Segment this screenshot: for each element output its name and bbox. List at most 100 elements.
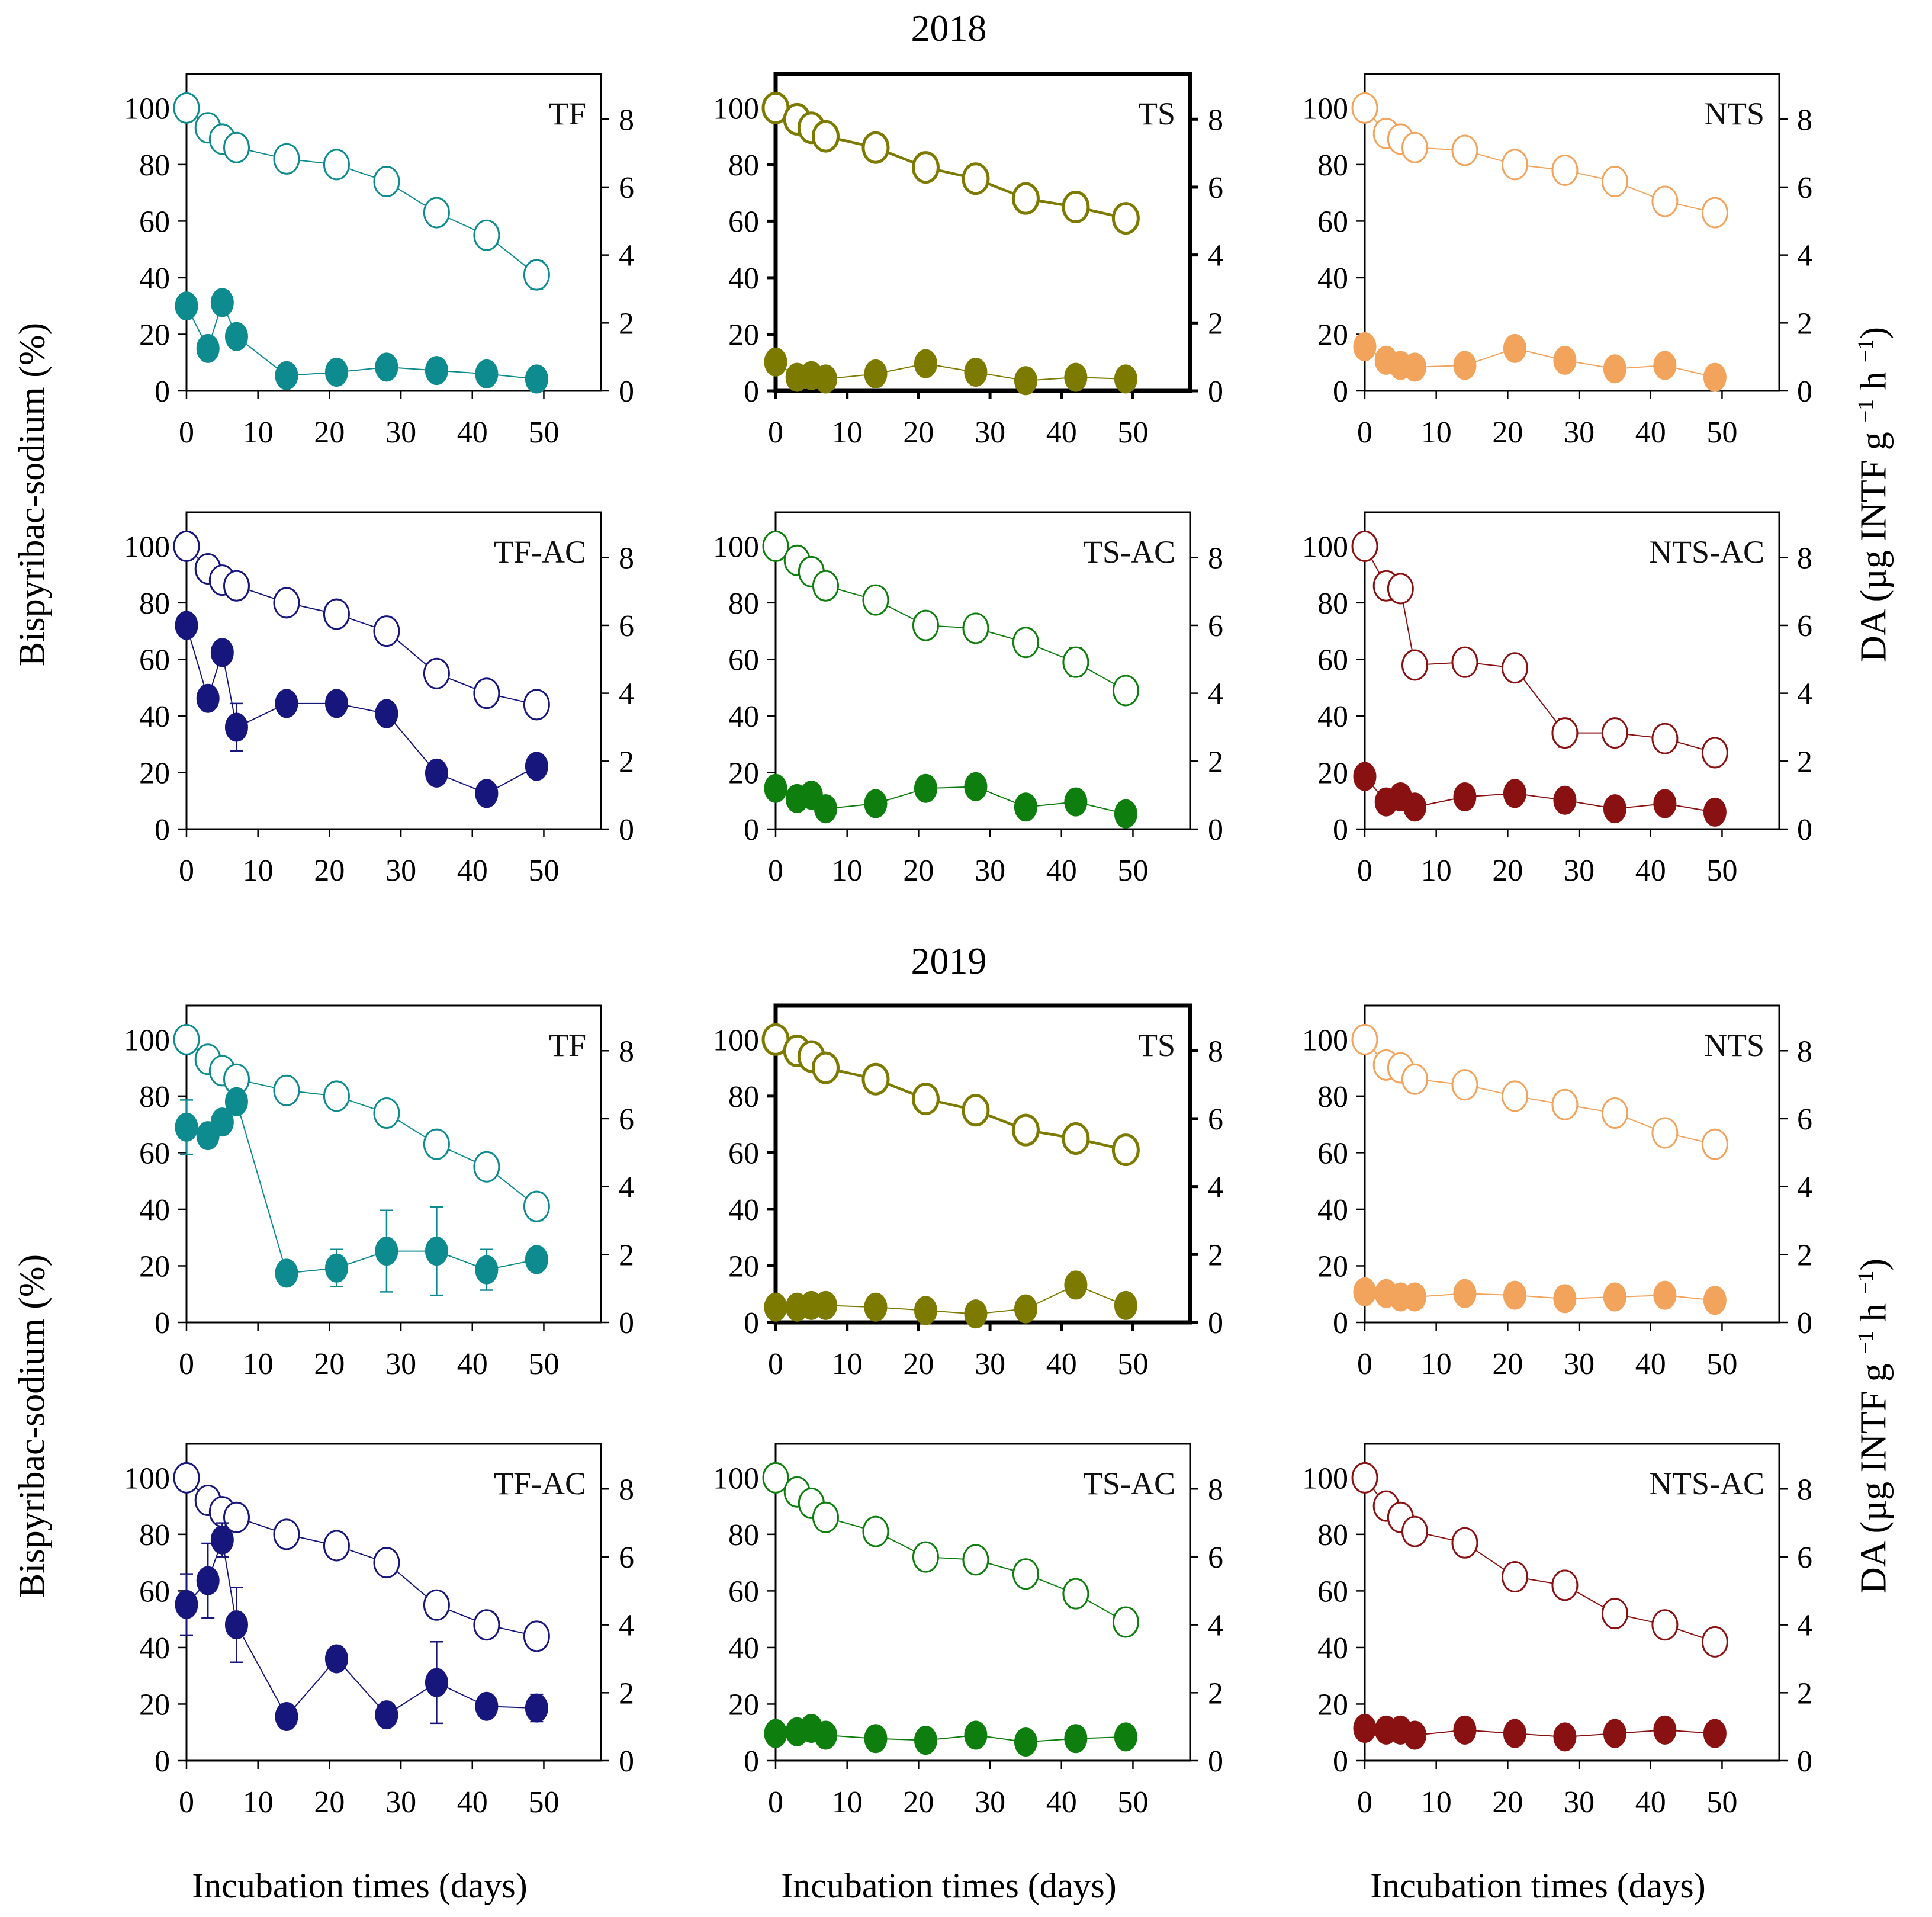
panel-grid-2018: 0 10 20 30 40 50 0 20 40 60 80 100 0 2 4 6 8 TF 0 10 20 30 40 5…: [65, 56, 1833, 933]
right-axis-label-text: ): [1853, 326, 1894, 339]
filled-circle-marker: [1403, 1282, 1426, 1312]
left-axis-ticks: 0 20 40 60 80 100: [713, 92, 776, 409]
right-tick-label: 2: [619, 1238, 634, 1272]
filled-circle-marker: [864, 1724, 888, 1754]
da-series: [1353, 1277, 1727, 1315]
right-axis-ticks: 0 2 4 6 8: [601, 1035, 634, 1340]
filled-circle-marker: [475, 359, 499, 388]
open-circle-marker: [173, 1462, 200, 1494]
open-circle-marker: [1401, 131, 1428, 163]
filled-circle-marker: [1064, 787, 1088, 817]
series-line: [186, 625, 537, 794]
filled-circle-marker: [1653, 1715, 1677, 1745]
right-tick-label: 6: [619, 609, 634, 643]
filled-circle-marker: [814, 1290, 837, 1320]
panel-label: TF-AC: [494, 534, 586, 570]
panel-label: TS-AC: [1083, 1466, 1175, 1501]
open-circle-marker: [323, 598, 350, 630]
left-tick-label: 40: [1317, 1193, 1348, 1227]
open-circle-marker: [273, 143, 300, 175]
filled-circle-marker: [864, 789, 888, 818]
right-tick-label: 4: [1797, 239, 1812, 273]
panel-TF-AC-2019: 0 10 20 30 40 50 0 20 40 60 80 100 0 2 4 6 8 TF-AC: [65, 1426, 654, 1864]
open-circle-marker: [812, 1501, 839, 1533]
right-tick-label: 4: [1208, 239, 1223, 273]
open-circle-marker: [423, 1589, 450, 1621]
da-series: [175, 1522, 548, 1731]
filled-circle-marker: [1603, 354, 1626, 384]
x-tick-label: 50: [528, 1347, 559, 1381]
left-tick-label: 0: [1333, 1306, 1348, 1340]
left-tick-label: 80: [139, 587, 170, 621]
x-tick-label: 20: [903, 854, 934, 888]
right-tick-label: 4: [1797, 1171, 1812, 1205]
right-axis-label-text: DA (µg INTF g: [1853, 422, 1894, 663]
x-tick-label: 50: [528, 416, 559, 449]
x-tick-label: 30: [1564, 416, 1595, 449]
left-tick-label: 80: [1317, 1080, 1348, 1114]
x-tick-label: 0: [768, 854, 783, 888]
open-circle-marker: [1551, 1088, 1579, 1120]
chart-TF-2018: 0 10 20 30 40 50 0 20 40 60 80 100 0 2 4 6 8 TF: [124, 73, 634, 449]
da-series: [1353, 1714, 1727, 1752]
left-tick-label: 40: [728, 1193, 759, 1227]
x-tick-label: 10: [1421, 854, 1452, 888]
filled-circle-marker: [210, 638, 234, 667]
filled-circle-marker: [425, 758, 448, 788]
degradation-series: [762, 530, 1139, 707]
left-axis-ticks: 0 20 40 60 80 100: [124, 530, 187, 847]
left-tick-label: 20: [1317, 318, 1348, 352]
degradation-series: [762, 1462, 1139, 1638]
x-tick-label: 30: [975, 1786, 1005, 1819]
filled-circle-marker: [1553, 785, 1577, 815]
filled-circle-marker: [814, 1720, 837, 1750]
filled-circle-marker: [224, 322, 248, 351]
open-circle-marker: [523, 1620, 550, 1652]
open-circle-marker: [1011, 1113, 1040, 1147]
left-axis-ticks: 0 20 40 60 80 100: [1302, 1023, 1365, 1340]
filled-circle-marker: [375, 699, 398, 728]
chart-TF-AC-2018: 0 10 20 30 40 50 0 20 40 60 80 100 0 2 4 6 8 TF-AC: [124, 511, 634, 888]
left-tick-label: 60: [1317, 643, 1348, 677]
left-tick-label: 0: [155, 1306, 170, 1340]
filled-circle-marker: [964, 1720, 988, 1750]
left-tick-label: 100: [713, 1023, 759, 1057]
filled-circle-marker: [1603, 1282, 1626, 1312]
filled-circle-marker: [425, 356, 448, 386]
x-axis-ticks: 0 10 20 30 40 50: [179, 829, 559, 888]
x-tick-label: 20: [1492, 1786, 1523, 1819]
x-tick-label: 20: [314, 416, 345, 449]
x-tick-label: 40: [1046, 854, 1077, 888]
filled-circle-marker: [324, 689, 348, 718]
x-tick-label: 20: [1492, 416, 1523, 449]
panel-label: TF: [549, 96, 586, 131]
x-tick-label: 40: [457, 1347, 488, 1381]
chart-TF-2019: 0 10 20 30 40 50 0 20 40 60 80 100 0 2 4 6 8 TF: [124, 1004, 634, 1381]
open-circle-marker: [1501, 1080, 1528, 1112]
left-tick-label: 100: [1302, 92, 1348, 126]
panel-NTS-2019: 0 10 20 30 40 50 0 20 40 60 80 100 0 2 4 6 8 NTS: [1243, 988, 1833, 1426]
x-tick-label: 0: [179, 1347, 194, 1381]
da-series: [764, 1714, 1137, 1757]
filled-circle-marker: [375, 1237, 398, 1266]
filled-circle-marker: [1653, 789, 1677, 818]
left-tick-label: 80: [1317, 1518, 1348, 1552]
left-tick-label: 100: [713, 92, 759, 126]
open-circle-marker: [762, 1462, 789, 1494]
x-tick-label: 10: [243, 1786, 274, 1819]
x-axis-label-col3: Incubation times (days): [1370, 1866, 1706, 1905]
panel-TS-AC-2018: 0 10 20 30 40 50 0 20 40 60 80 100 0 2 4 6 8 TS-AC: [654, 494, 1243, 933]
right-tick-label: 2: [619, 1677, 634, 1710]
open-circle-marker: [273, 1518, 300, 1550]
open-circle-marker: [523, 1190, 550, 1222]
right-tick-label: 6: [1797, 609, 1812, 643]
left-tick-label: 80: [1317, 149, 1348, 182]
da-series: [764, 1270, 1137, 1329]
x-tick-label: 0: [179, 1786, 194, 1819]
left-tick-label: 0: [155, 1745, 170, 1778]
filled-circle-marker: [864, 1292, 888, 1322]
left-tick-label: 80: [139, 1518, 170, 1552]
open-circle-marker: [911, 1083, 940, 1116]
open-circle-marker: [523, 259, 550, 291]
filled-circle-marker: [914, 773, 937, 803]
